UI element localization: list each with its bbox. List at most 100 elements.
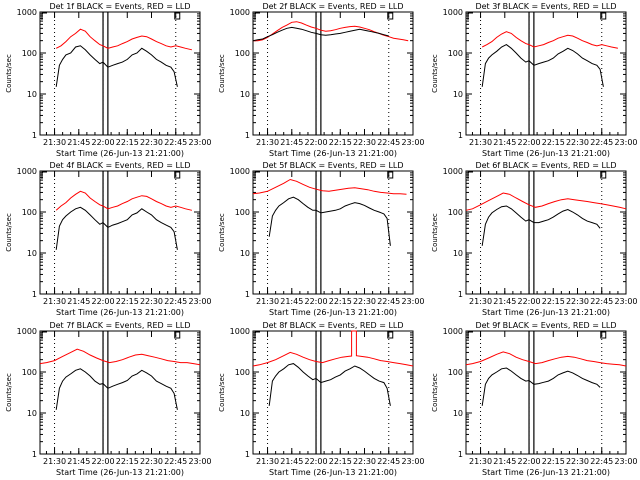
panel-title: Det 7f BLACK = Events, RED = LLD [49,321,190,330]
x-tick-label: 22:00 [517,138,540,147]
panel-title: Det 6f BLACK = Events, RED = LLD [475,161,616,170]
y-tick-label: 1000 [443,167,463,176]
x-tick-label: 23:00 [188,297,211,306]
plot-frame [465,11,627,136]
y-tick-label: 100 [22,368,37,377]
events-series [55,368,178,410]
x-tick-label: 23:00 [614,297,637,306]
y-axis-label: Counts/sec [431,213,439,252]
y-tick-label: 1 [458,450,463,459]
y-axis-label: Counts/sec [431,373,439,412]
corner-flag-right [600,12,607,20]
y-tick-label: 1000 [230,167,250,176]
y-tick-label: 1 [458,290,463,299]
x-tick-label: 22:15 [116,457,139,466]
lld-series [465,351,627,367]
x-tick-label: 22:15 [329,297,352,306]
x-tick-label: 21:30 [43,297,66,306]
x-tick-label: 21:30 [469,138,492,147]
y-tick-label: 1000 [17,8,37,17]
x-tick-label: 23:00 [401,457,424,466]
y-tick-label: 10 [240,90,250,99]
y-tick-label: 10 [240,249,250,258]
corner-flag-left [254,331,260,339]
y-tick-label: 1000 [230,8,250,17]
x-tick-label: 22:15 [329,457,352,466]
y-tick-label: 100 [235,49,250,58]
lld-series [55,28,193,51]
y-axis-label: Counts/sec [5,54,13,93]
x-tick-label: 22:45 [164,297,187,306]
y-tick-label: 1 [32,290,37,299]
y-tick-label: 100 [235,368,250,377]
det-panel-2: Det 2f BLACK = Events, RED = LLD Start Ti… [218,2,425,158]
x-tick-label: 22:30 [566,297,589,306]
y-tick-label: 10 [453,90,463,99]
y-axis-label: Counts/sec [218,373,226,412]
x-tick-label: 23:00 [614,457,637,466]
x-tick-label: 21:30 [256,138,279,147]
y-tick-label: 100 [448,49,463,58]
y-tick-label: 100 [22,208,37,217]
lld-series [481,31,618,49]
x-axis-label: Start Time (26-Jun-13 21:21:00) [269,468,397,477]
corner-flag-right [387,331,394,339]
x-tick-label: 22:45 [377,138,400,147]
det-panel-1: Det 1f BLACK = Events, RED = LLD Start Ti… [5,2,212,158]
panel-title: Det 9f BLACK = Events, RED = LLD [475,321,616,330]
x-axis-label: Start Time (26-Jun-13 21:21:00) [56,308,184,317]
x-tick-label: 22:15 [542,457,565,466]
x-tick-label: 22:00 [517,297,540,306]
corner-flag-right [387,12,394,20]
events-series [268,196,391,246]
events-series [252,26,389,42]
lld-series [465,192,627,211]
x-tick-label: 22:30 [566,138,589,147]
x-tick-label: 22:15 [542,138,565,147]
events-series [55,45,178,87]
plot-frame [252,330,414,455]
plot-frame [39,330,201,455]
x-tick-label: 22:45 [164,457,187,466]
x-tick-label: 22:00 [304,297,327,306]
y-axis-label: Counts/sec [5,213,13,252]
x-tick-label: 22:45 [377,297,400,306]
y-tick-label: 10 [27,409,37,418]
y-tick-label: 1000 [443,8,463,17]
x-tick-label: 23:00 [188,138,211,147]
events-series [55,206,178,250]
det-panel-6: Det 6f BLACK = Events, RED = LLD Start Ti… [431,161,638,317]
panel-title: Det 3f BLACK = Events, RED = LLD [475,2,616,11]
plot-frame [39,11,201,136]
y-tick-label: 1 [245,450,250,459]
x-tick-label: 21:45 [493,138,516,147]
corner-flag-right [174,171,181,179]
x-tick-label: 23:00 [401,138,424,147]
corner-flag-right [600,171,607,179]
panel-title: Det 2f BLACK = Events, RED = LLD [262,2,403,11]
x-tick-label: 22:15 [542,297,565,306]
x-tick-label: 21:45 [280,138,303,147]
x-tick-label: 21:30 [43,457,66,466]
plot-frame [39,170,201,295]
y-tick-label: 1 [458,131,463,140]
x-tick-label: 22:30 [140,138,163,147]
corner-flag-left [467,12,473,20]
y-tick-label: 10 [453,249,463,258]
panel-title: Det 4f BLACK = Events, RED = LLD [49,161,190,170]
y-tick-label: 10 [453,409,463,418]
x-axis-label: Start Time (26-Jun-13 21:21:00) [482,308,610,317]
y-tick-label: 100 [22,49,37,58]
x-tick-label: 22:45 [590,457,613,466]
x-tick-label: 22:30 [353,297,376,306]
x-axis-label: Start Time (26-Jun-13 21:21:00) [482,149,610,158]
x-tick-label: 21:30 [43,138,66,147]
x-tick-label: 22:00 [304,457,327,466]
det-panel-9: Det 9f BLACK = Events, RED = LLD Start Ti… [431,321,638,477]
corner-flag-left [41,331,47,339]
x-tick-label: 22:00 [91,297,114,306]
lld-series [252,178,407,195]
x-tick-label: 21:45 [67,138,90,147]
det-panel-7: Det 7f BLACK = Events, RED = LLD Start Ti… [5,321,212,477]
x-tick-label: 23:00 [614,138,637,147]
